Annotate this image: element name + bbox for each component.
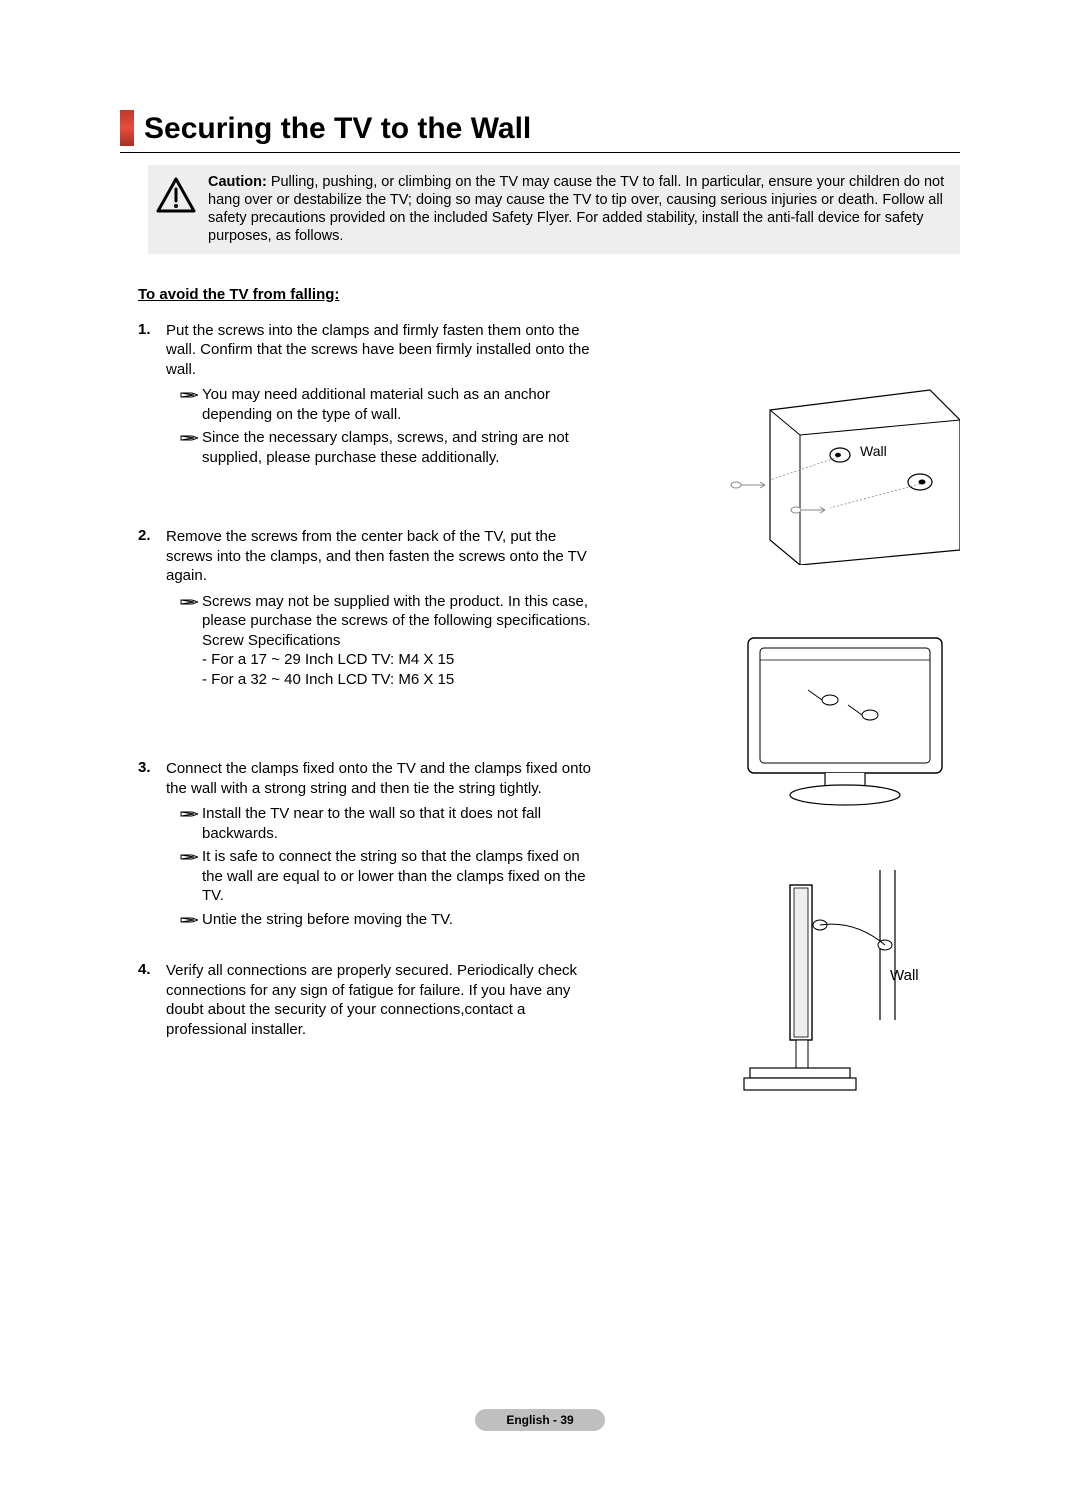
step-body: Put the screws into the clamps and firml… (166, 321, 621, 468)
wall-label: Wall (860, 443, 887, 459)
caution-text: Caution: Pulling, pushing, or climbing o… (208, 173, 948, 246)
spec-line: - For a 17 ~ 29 Inch LCD TV: M4 X 15 (202, 650, 601, 670)
note-text: You may need additional material such as… (202, 385, 601, 424)
note-text: Install the TV near to the wall so that … (202, 804, 601, 843)
note-text: Since the necessary clamps, screws, and … (202, 428, 601, 467)
note-text: Screws may not be supplied with the prod… (202, 592, 601, 690)
page-footer: English - 39 (475, 1409, 605, 1431)
step-number: 2. (138, 527, 166, 689)
note-text: Untie the string before moving the TV. (202, 910, 601, 932)
figure-tv-back (730, 620, 960, 820)
step-body: Connect the clamps fixed onto the TV and… (166, 759, 621, 931)
page-title: Securing the TV to the Wall (144, 110, 531, 146)
caution-body: Pulling, pushing, or climbing on the TV … (208, 174, 944, 244)
arrow-icon (180, 430, 202, 467)
title-row: Securing the TV to the Wall (120, 110, 960, 153)
arrow-icon (180, 912, 202, 932)
caution-box: Caution: Pulling, pushing, or climbing o… (148, 165, 960, 254)
note-text: It is safe to connect the string so that… (202, 847, 601, 906)
spec-title: Screw Specifications (202, 631, 601, 651)
caution-label: Caution: (208, 174, 267, 190)
title-accent-bar (120, 110, 134, 146)
figure-tv-tethered: Wall (730, 870, 920, 1110)
note: Untie the string before moving the TV. (180, 910, 601, 932)
note: Since the necessary clamps, screws, and … (180, 428, 601, 467)
wall-label: Wall (890, 967, 919, 984)
step-text: Connect the clamps fixed onto the TV and… (166, 760, 591, 797)
arrow-icon (180, 806, 202, 843)
note: You may need additional material such as… (180, 385, 601, 424)
step-number: 1. (138, 321, 166, 468)
step-number: 3. (138, 759, 166, 931)
step-body: Remove the screws from the center back o… (166, 527, 621, 689)
note: It is safe to connect the string so that… (180, 847, 601, 906)
step-text: Remove the screws from the center back o… (166, 528, 587, 584)
arrow-icon (180, 387, 202, 424)
warning-icon (156, 177, 198, 218)
arrow-icon (180, 849, 202, 906)
step-text: Verify all connections are properly secu… (166, 962, 577, 1038)
arrow-icon (180, 594, 202, 690)
subheading: To avoid the TV from falling: (138, 286, 960, 303)
note: Screws may not be supplied with the prod… (180, 592, 601, 690)
step-text: Put the screws into the clamps and firml… (166, 322, 590, 378)
note: Install the TV near to the wall so that … (180, 804, 601, 843)
figure-wall-clamps: Wall (730, 380, 960, 565)
spec-line: - For a 32 ~ 40 Inch LCD TV: M6 X 15 (202, 670, 601, 690)
step-body: Verify all connections are properly secu… (166, 961, 621, 1039)
step-number: 4. (138, 961, 166, 1039)
